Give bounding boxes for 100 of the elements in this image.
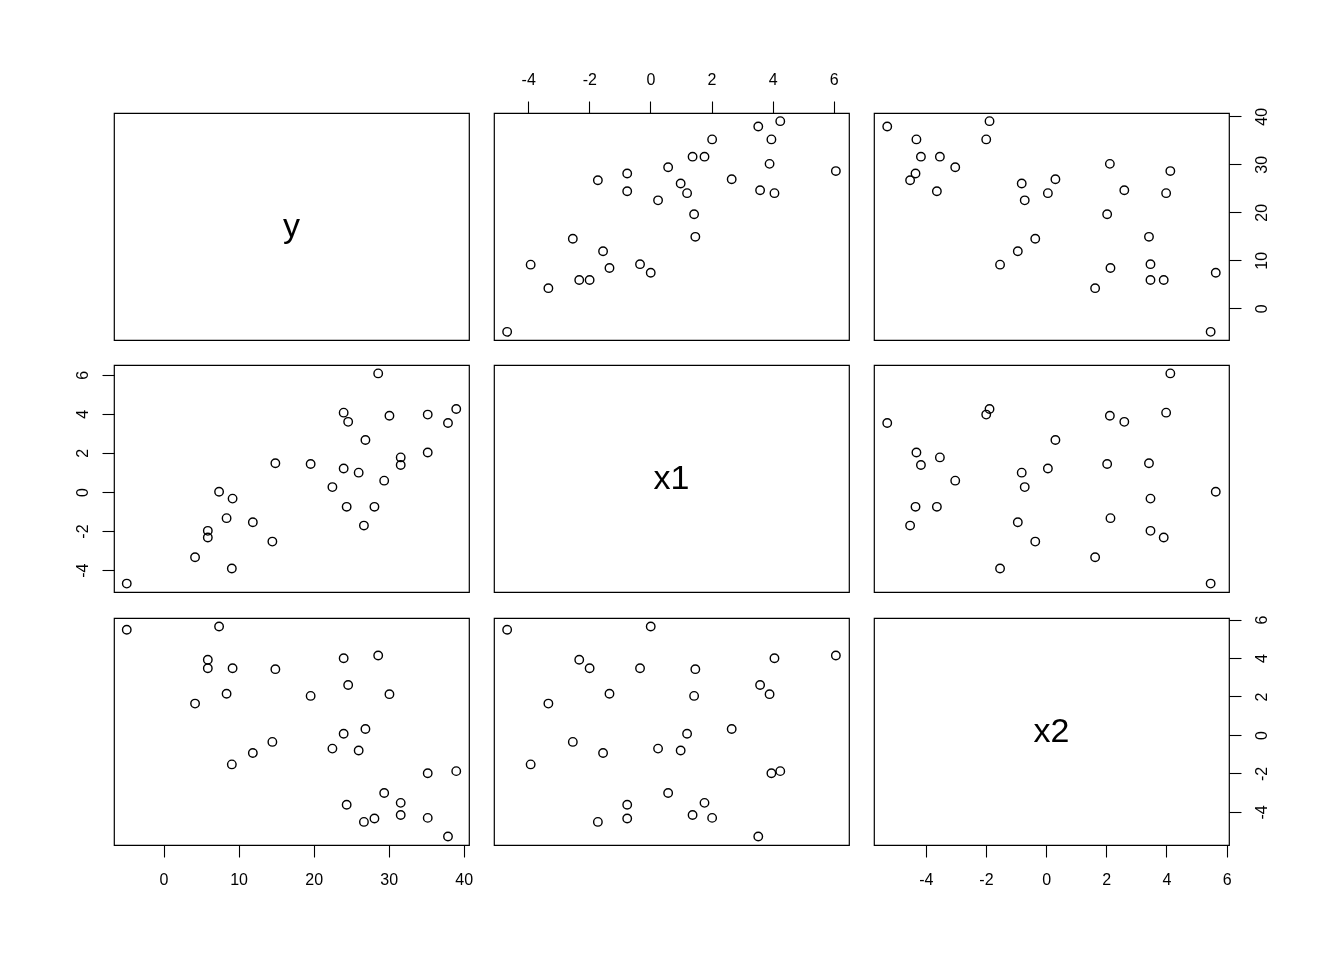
point: [1205, 326, 1216, 337]
point: [1119, 185, 1130, 196]
point: [1145, 259, 1156, 270]
point: [995, 259, 1005, 270]
x-tick-label: -4: [521, 70, 536, 88]
point: [931, 186, 942, 197]
point: [882, 418, 893, 428]
x-tick-label: 6: [829, 70, 839, 88]
point: [369, 501, 380, 512]
x-tick-label: 4: [1162, 870, 1172, 888]
point: [226, 759, 237, 770]
point: [915, 460, 926, 470]
point: [1042, 463, 1053, 474]
point: [353, 467, 364, 478]
point: [270, 458, 281, 469]
point: [911, 447, 922, 458]
point: [934, 151, 945, 162]
point: [645, 267, 656, 278]
point: [645, 621, 656, 632]
point: [202, 663, 213, 674]
point: [305, 459, 316, 469]
y-tick-label: -2: [73, 524, 91, 539]
point: [327, 743, 338, 754]
x-tick-label: 0: [1042, 870, 1052, 888]
point: [443, 418, 453, 428]
point: [214, 621, 225, 632]
point: [753, 831, 764, 842]
point: [343, 680, 354, 690]
point: [373, 650, 384, 661]
y-tick-label: 30: [1252, 155, 1270, 174]
y-tick-label: 0: [1252, 304, 1270, 314]
point: [592, 175, 603, 186]
point: [1042, 188, 1053, 199]
point: [202, 532, 213, 543]
point: [1090, 552, 1101, 563]
x-tick-label: 10: [230, 870, 249, 888]
point: [543, 283, 554, 294]
point: [1050, 174, 1061, 185]
point: [422, 447, 433, 458]
point: [764, 689, 775, 700]
point: [373, 368, 384, 379]
point: [338, 653, 349, 664]
point: [604, 263, 615, 273]
point: [1030, 233, 1041, 244]
x-tick-label: 4: [768, 70, 778, 88]
point: [1144, 231, 1154, 242]
point: [1144, 458, 1154, 469]
point: [1119, 416, 1130, 427]
y-tick-label: 6: [1252, 615, 1270, 625]
point: [353, 745, 364, 756]
x-tick-label: 0: [646, 70, 656, 88]
point: [121, 578, 132, 589]
point: [1102, 459, 1113, 469]
point: [1019, 195, 1030, 206]
point: [915, 151, 926, 162]
point: [699, 797, 710, 808]
point: [882, 121, 893, 132]
point: [981, 409, 992, 420]
point: [653, 195, 663, 206]
point: [202, 525, 213, 536]
point: [689, 209, 700, 220]
point: [543, 698, 554, 709]
point: [525, 759, 536, 770]
point: [1012, 246, 1023, 257]
point: [675, 745, 686, 756]
text: x2: [1033, 710, 1070, 749]
point: [1104, 158, 1115, 169]
point: [395, 452, 406, 463]
point: [905, 520, 916, 531]
y-tick-label: 10: [1252, 251, 1270, 270]
x-tick-label: 20: [305, 870, 324, 888]
point: [369, 813, 380, 824]
point: [1161, 188, 1172, 199]
point: [502, 624, 513, 635]
x-tick-label: 2: [707, 70, 717, 88]
point: [395, 810, 406, 820]
point: [574, 275, 585, 285]
point: [635, 663, 645, 674]
point: [905, 175, 916, 186]
point: [190, 698, 200, 709]
y-tick-label: 0: [1252, 730, 1270, 740]
point: [931, 501, 942, 512]
point: [1105, 513, 1116, 524]
point: [451, 766, 462, 777]
point: [227, 493, 238, 504]
point: [830, 166, 841, 176]
text: x1: [653, 457, 690, 496]
point: [663, 162, 674, 173]
point: [598, 246, 609, 257]
point: [592, 816, 603, 827]
point: [653, 743, 663, 754]
point: [226, 563, 237, 574]
point: [622, 799, 633, 810]
point: [338, 407, 349, 418]
text: y: [283, 205, 300, 244]
y-tick-label: 40: [1252, 107, 1270, 126]
point: [726, 724, 737, 734]
x-tick-label: 40: [455, 870, 474, 888]
point: [766, 134, 777, 145]
point: [567, 736, 578, 747]
